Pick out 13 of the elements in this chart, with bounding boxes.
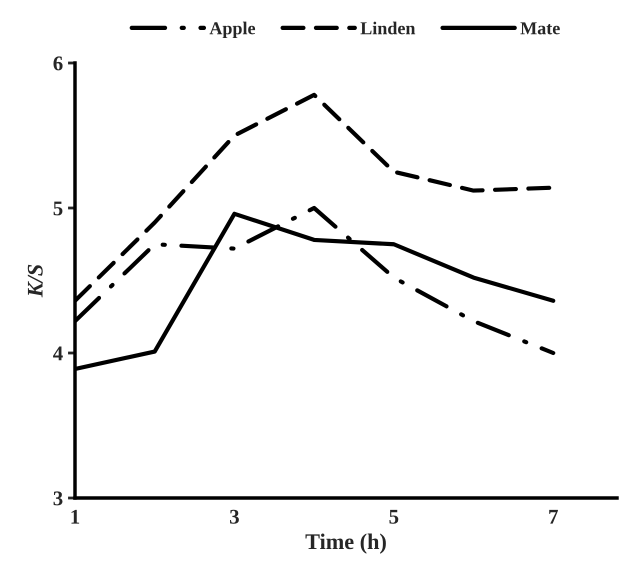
legend-label: Linden: [360, 22, 416, 34]
legend-label: Mate: [520, 22, 560, 34]
x-tick-label: 5: [389, 510, 398, 524]
y-tick-label: 3: [54, 491, 62, 506]
x-tick-label: 3: [230, 510, 239, 524]
y-tick-label: 5: [54, 202, 62, 216]
y-tick-label: 6: [53, 56, 63, 70]
y-axis-title: K/S: [28, 264, 43, 298]
legend-label: Apple: [210, 22, 256, 38]
x-axis-title: Time (h): [306, 534, 386, 554]
y-tick-label: 4: [53, 346, 63, 360]
x-tick-label: 7: [549, 510, 558, 524]
x-tick-label: 1: [71, 510, 80, 524]
